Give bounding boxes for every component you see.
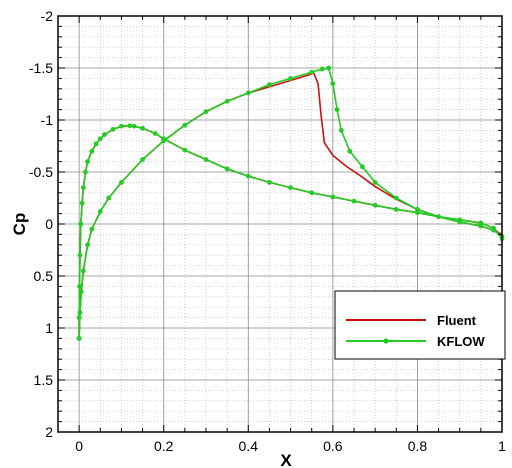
data-point-kflow [245, 173, 251, 179]
data-point-kflow [140, 125, 145, 131]
data-point-kflow [347, 148, 353, 154]
data-point-kflow [288, 76, 293, 81]
data-point-kflow [78, 221, 84, 227]
x-tick-label: 0.8 [408, 438, 428, 454]
x-tick-label: 0.2 [154, 438, 174, 454]
data-point-kflow [330, 194, 336, 200]
data-point-kflow [330, 81, 336, 86]
data-point-kflow [89, 226, 95, 232]
data-point-kflow [85, 242, 90, 248]
data-point-kflow [97, 209, 103, 214]
data-point-kflow [415, 207, 420, 212]
data-point-kflow [338, 127, 344, 133]
data-point-kflow [182, 147, 188, 153]
data-point-kflow [351, 198, 357, 204]
ticks-layer [57, 15, 503, 433]
data-point-kflow [319, 66, 325, 72]
y-tick-label: 1 [45, 320, 53, 336]
legend: Fluent KFLOW [334, 290, 506, 360]
data-point-kflow [224, 166, 230, 172]
y-tick-label: -2 [41, 8, 54, 24]
data-point-kflow [393, 195, 399, 201]
data-point-kflow [203, 109, 209, 115]
data-point-kflow [119, 123, 124, 129]
data-point-kflow [102, 132, 107, 137]
legend-label-kflow: KFLOW [437, 334, 485, 349]
data-point-kflow [309, 190, 315, 196]
data-point-kflow [78, 289, 84, 294]
data-point-kflow [334, 107, 340, 112]
data-point-kflow [267, 180, 272, 185]
data-point-kflow [76, 336, 82, 341]
data-point-kflow [140, 157, 145, 162]
data-point-kflow [267, 82, 272, 88]
y-tick-label: 2 [45, 424, 53, 440]
data-point-kflow [224, 98, 230, 104]
data-point-kflow [161, 138, 167, 144]
data-point-kflow [83, 169, 88, 175]
x-tick-labels: 0 0.2 0.4 0.6 0.8 1 [75, 438, 506, 454]
x-tick-label: 1 [498, 438, 506, 454]
data-point-kflow [127, 123, 133, 129]
y-tick-label: -1 [41, 112, 54, 128]
data-point-kflow [80, 185, 86, 191]
data-point-kflow [309, 69, 315, 75]
x-axis-title: X [280, 451, 292, 468]
data-point-kflow [106, 195, 112, 201]
x-tick-label: 0.4 [239, 438, 259, 454]
data-point-kflow [393, 207, 399, 212]
data-point-kflow [77, 252, 83, 258]
legend-marker-kflow [383, 338, 389, 344]
data-point-kflow [372, 180, 378, 185]
data-point-kflow [119, 180, 124, 185]
legend-box [334, 290, 506, 360]
y-tick-labels: -2 -1.5 -1 -0.5 0 0.5 1 1.5 2 [29, 8, 53, 440]
x-tick-label: 0.6 [323, 438, 343, 454]
data-point-kflow [182, 122, 188, 128]
data-point-kflow [457, 219, 463, 225]
series-layer [76, 65, 505, 341]
data-point-kflow [80, 268, 86, 274]
data-point-kflow [436, 214, 441, 220]
y-axis-title: Cp [10, 213, 29, 236]
data-point-kflow [93, 141, 99, 147]
y-tick-label: -0.5 [29, 164, 53, 180]
data-point-kflow [77, 310, 83, 315]
data-point-kflow [326, 65, 332, 71]
data-point-kflow [131, 123, 137, 129]
y-tick-label: 0.5 [34, 268, 54, 284]
data-point-kflow [288, 185, 293, 191]
x-tick-label: 0 [75, 438, 83, 454]
y-tick-label: -1.5 [29, 60, 53, 76]
data-point-kflow [152, 131, 158, 136]
legend-label-fluent: Fluent [437, 313, 477, 328]
data-point-kflow [203, 157, 209, 162]
data-point-kflow [89, 148, 95, 154]
data-point-kflow [79, 200, 85, 206]
data-point-kflow [372, 202, 378, 208]
data-point-kflow [110, 126, 116, 132]
data-point-kflow [360, 164, 365, 170]
data-point-kflow [478, 223, 484, 229]
data-point-kflow [77, 284, 82, 289]
y-tick-label: 0 [45, 216, 53, 232]
data-point-kflow [491, 227, 496, 233]
data-point-kflow [85, 159, 90, 165]
data-point-kflow [245, 90, 251, 96]
data-point-kflow [97, 136, 103, 142]
y-tick-label: 1.5 [34, 372, 54, 388]
